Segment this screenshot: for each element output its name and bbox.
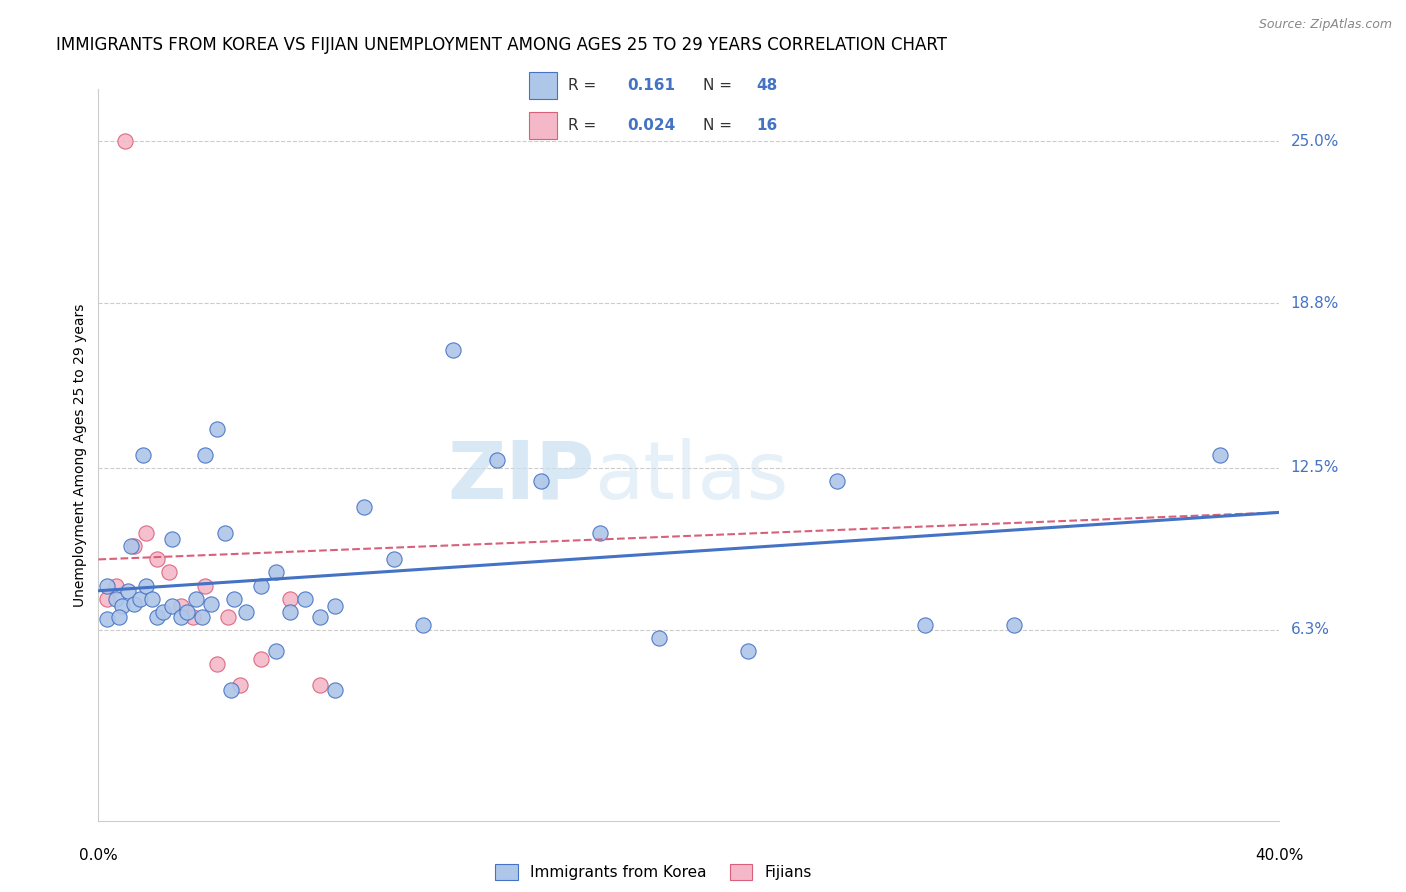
Text: 18.8%: 18.8% <box>1291 296 1339 311</box>
Point <box>648 631 671 645</box>
Text: 48: 48 <box>756 78 778 93</box>
Point <box>323 683 346 698</box>
Point <box>1002 617 1025 632</box>
Text: R =: R = <box>568 118 602 133</box>
Point <box>96 578 118 592</box>
Point <box>105 578 128 592</box>
Point <box>323 599 346 614</box>
Text: Source: ZipAtlas.com: Source: ZipAtlas.com <box>1258 18 1392 31</box>
FancyBboxPatch shape <box>529 71 557 99</box>
Legend: Immigrants from Korea, Fijians: Immigrants from Korea, Fijians <box>489 858 818 886</box>
Point <box>294 591 316 606</box>
Text: 12.5%: 12.5% <box>1291 460 1339 475</box>
Text: N =: N = <box>703 78 737 93</box>
Point <box>132 448 155 462</box>
Point <box>264 566 287 580</box>
Point <box>181 610 204 624</box>
Text: R =: R = <box>568 78 602 93</box>
Point <box>1209 448 1232 462</box>
Point <box>170 610 193 624</box>
Point <box>135 578 157 592</box>
Point <box>250 578 273 592</box>
Text: 6.3%: 6.3% <box>1291 623 1330 638</box>
Point <box>914 617 936 632</box>
Text: 0.024: 0.024 <box>627 118 675 133</box>
Point <box>194 448 217 462</box>
Text: 0.0%: 0.0% <box>79 848 118 863</box>
Point <box>205 422 228 436</box>
Point <box>353 500 375 515</box>
Point <box>214 526 236 541</box>
Text: N =: N = <box>703 118 737 133</box>
Point <box>412 617 434 632</box>
Point <box>135 526 157 541</box>
Point <box>191 610 214 624</box>
Point <box>530 474 553 488</box>
Text: IMMIGRANTS FROM KOREA VS FIJIAN UNEMPLOYMENT AMONG AGES 25 TO 29 YEARS CORRELATI: IMMIGRANTS FROM KOREA VS FIJIAN UNEMPLOY… <box>56 36 948 54</box>
Point <box>146 610 169 624</box>
Y-axis label: Unemployment Among Ages 25 to 29 years: Unemployment Among Ages 25 to 29 years <box>73 303 87 607</box>
FancyBboxPatch shape <box>529 112 557 139</box>
Point <box>309 678 332 692</box>
Point <box>128 591 150 606</box>
Point <box>224 591 246 606</box>
Point <box>114 135 136 149</box>
Point <box>229 678 252 692</box>
Point <box>105 591 128 606</box>
Text: atlas: atlas <box>595 438 789 516</box>
Point <box>737 644 759 658</box>
Point <box>278 591 302 606</box>
Point <box>176 605 198 619</box>
Text: 0.161: 0.161 <box>627 78 675 93</box>
Point <box>205 657 228 671</box>
Text: ZIP: ZIP <box>447 438 595 516</box>
Point <box>184 591 207 606</box>
Text: 25.0%: 25.0% <box>1291 134 1339 149</box>
Point <box>120 539 142 553</box>
Point <box>486 453 509 467</box>
Point <box>141 591 163 606</box>
Point <box>194 578 217 592</box>
Point <box>108 610 131 624</box>
Point <box>162 599 183 614</box>
Point <box>589 526 612 541</box>
Point <box>117 583 139 598</box>
Point <box>157 566 180 580</box>
Point <box>152 605 174 619</box>
Point <box>235 605 257 619</box>
Point <box>382 552 405 566</box>
Point <box>264 644 287 658</box>
Point <box>170 599 193 614</box>
Point <box>111 599 134 614</box>
Point <box>278 605 302 619</box>
Point <box>96 613 118 627</box>
Point <box>96 591 118 606</box>
Text: 16: 16 <box>756 118 778 133</box>
Point <box>200 597 222 611</box>
Point <box>250 651 273 665</box>
Point <box>825 474 848 488</box>
Text: 40.0%: 40.0% <box>1256 848 1303 863</box>
Point <box>122 539 145 553</box>
Point <box>122 597 145 611</box>
Point <box>441 343 464 358</box>
Point <box>162 532 183 546</box>
Point <box>217 610 239 624</box>
Point <box>219 683 242 698</box>
Point <box>309 610 332 624</box>
Point <box>146 552 169 566</box>
